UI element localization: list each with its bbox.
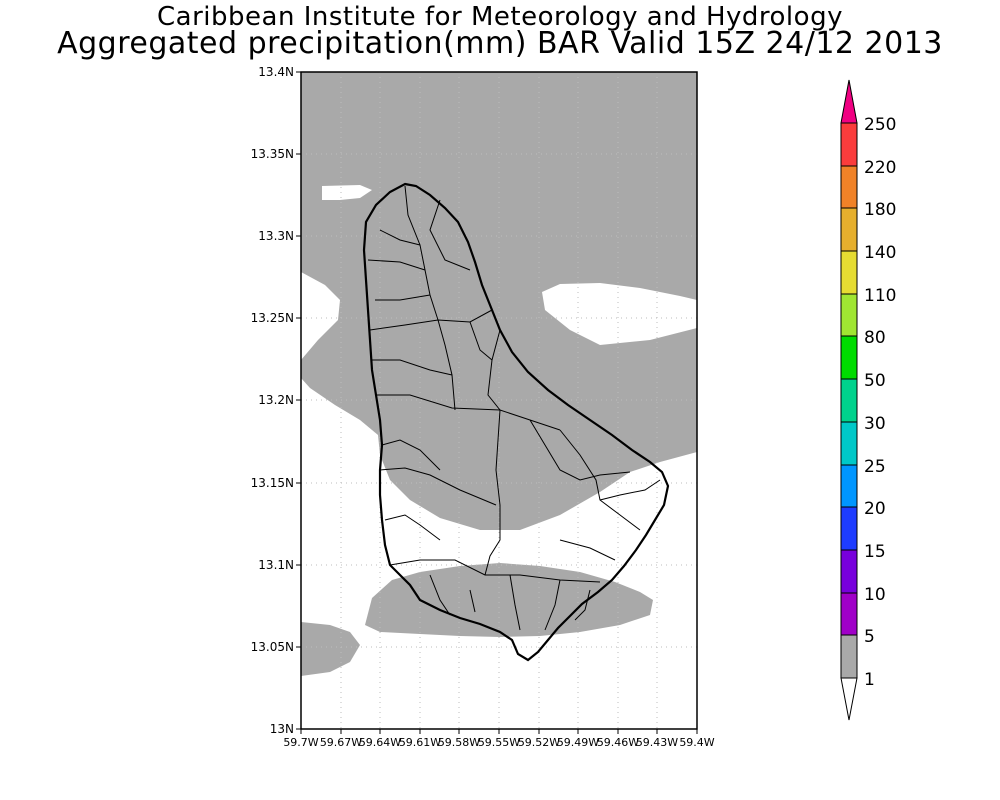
colorbar-segment: [840, 378, 858, 423]
parish-boundary: [559, 539, 616, 561]
lat-label: 13.2N: [258, 393, 294, 407]
lat-label: 13.35N: [251, 147, 294, 161]
colorbar-segment: [840, 592, 858, 636]
colorbar-top-arrow: [840, 79, 858, 124]
colorbar-label: 10: [864, 585, 886, 605]
parish-boundary: [509, 574, 521, 631]
colorbar-legend: 250 220 180 140 110 80 50 30 25 20 15 10…: [840, 79, 896, 721]
lon-label: 59.43W: [636, 736, 678, 749]
parish-boundary: [379, 229, 421, 246]
parish-boundary: [544, 579, 561, 631]
lon-label: 59.4W: [679, 736, 714, 749]
parish-boundary: [369, 309, 493, 331]
colorbar-label: 80: [864, 328, 886, 348]
parish-boundary: [574, 589, 591, 621]
lon-label: 59.46W: [597, 736, 639, 749]
colorbar-segment: [840, 293, 858, 337]
lon-label: 59.55W: [478, 736, 520, 749]
colorbar-segment: [840, 250, 858, 295]
parish-boundary: [429, 574, 451, 616]
colorbar-segment: [840, 464, 858, 508]
colorbar-label: 15: [864, 542, 886, 562]
parish-boundary: [429, 199, 471, 271]
parish-boundary: [375, 294, 431, 301]
lat-label: 13.05N: [251, 640, 294, 654]
colorbar-label: 30: [864, 414, 886, 434]
lon-label: 59.67W: [320, 736, 362, 749]
precip-gap: [322, 185, 372, 200]
parish-boundary: [367, 259, 426, 271]
precip-area-southwest: [301, 622, 360, 676]
colorbar-segment: [840, 506, 858, 551]
colorbar-bottom-arrow: [840, 677, 858, 721]
colorbar-segment: [840, 122, 858, 167]
lon-label: 59.49W: [557, 736, 599, 749]
colorbar-label: 250: [864, 115, 896, 135]
parish-boundary: [529, 419, 631, 481]
colorbar-segment: [840, 207, 858, 252]
colorbar-segment: [840, 634, 858, 679]
precip-area-south: [365, 563, 653, 637]
longitude-labels: 59.7W 59.67W 59.64W 59.61W 59.58W 59.55W…: [283, 736, 714, 749]
colorbar-segment: [840, 335, 858, 380]
colorbar-segment: [840, 549, 858, 594]
barbados-coastline: [362, 182, 670, 662]
org-title: Caribbean Institute for Meteorology and …: [157, 2, 843, 32]
lon-label: 59.58W: [438, 736, 480, 749]
parish-boundary: [379, 467, 497, 506]
colorbar-segment: [840, 421, 858, 466]
latitude-labels: 13.4N 13.35N 13.3N 13.25N 13.2N 13.15N 1…: [251, 65, 294, 736]
colorbar-label: 220: [864, 158, 896, 178]
parish-boundary: [381, 439, 441, 471]
lon-label: 59.64W: [359, 736, 401, 749]
parish-boundary: [469, 321, 493, 361]
lon-label: 59.52W: [518, 736, 560, 749]
parish-boundary: [599, 479, 661, 501]
parish-boundary: [372, 359, 453, 376]
lat-label: 13N: [270, 722, 294, 736]
lat-label: 13.15N: [251, 476, 294, 490]
lat-label: 13.3N: [258, 229, 294, 243]
product-title: Aggregated precipitation(mm) BAR Valid 1…: [57, 26, 943, 61]
parish-boundary: [469, 589, 476, 613]
colorbar-label: 25: [864, 457, 886, 477]
colorbar-label: 140: [864, 243, 896, 263]
colorbar-label: 180: [864, 200, 896, 220]
lat-label: 13.25N: [251, 311, 294, 325]
parish-boundary: [484, 329, 501, 576]
lat-label: 13.1N: [258, 558, 294, 572]
parish-boundary: [376, 394, 561, 431]
map-grid: [301, 72, 697, 729]
axis-ticks: [296, 71, 698, 734]
parish-boundary: [384, 514, 441, 541]
precip-area-north: [301, 72, 697, 530]
colorbar-label: 50: [864, 371, 886, 391]
lat-label: 13.4N: [258, 65, 294, 79]
island-outline: [362, 182, 670, 662]
parish-boundary: [559, 429, 641, 531]
colorbar-label: 5: [864, 627, 875, 647]
lon-label: 59.7W: [283, 736, 318, 749]
colorbar-label: 110: [864, 286, 896, 306]
colorbar-label: 20: [864, 499, 886, 519]
colorbar-segment: [840, 165, 858, 209]
lon-label: 59.61W: [399, 736, 441, 749]
colorbar-label: 1: [864, 670, 875, 690]
